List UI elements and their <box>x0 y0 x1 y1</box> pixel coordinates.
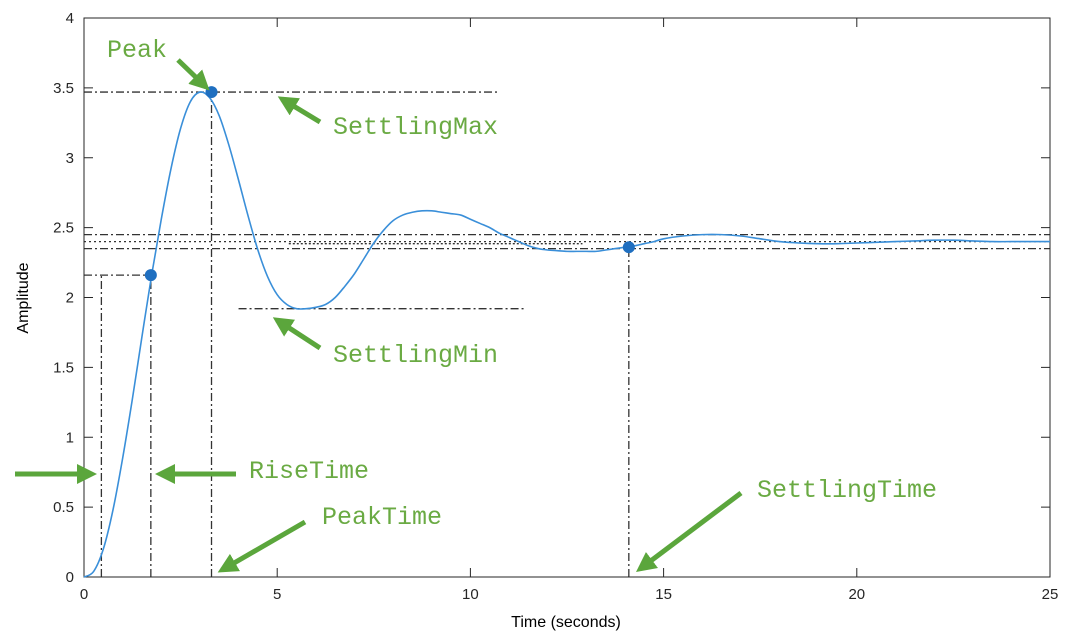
rise-time-annotation: RiseTime <box>249 457 369 486</box>
peak-time-annotation: PeakTime <box>322 503 442 532</box>
settling-min-annotation: SettlingMin <box>333 341 498 370</box>
y-tick-label: 0 <box>66 569 74 586</box>
settling-time-arrow <box>636 491 743 573</box>
x-tick-label: 20 <box>848 586 865 603</box>
annotation-arrows <box>15 58 743 573</box>
x-axis-label: Time (seconds) <box>511 614 621 631</box>
axis-ticks: 0 5 10 15 20 25 0 0.5 1 1.5 2 2.5 3 3.5 4 <box>53 10 1058 603</box>
x-tick-label: 0 <box>80 586 88 603</box>
settling-time-annotation: SettlingTime <box>757 476 937 505</box>
x-tick-label: 5 <box>273 586 281 603</box>
annotation-text: Peak SettlingMax SettlingMin RiseTime Pe… <box>107 36 937 532</box>
x-tick-label: 15 <box>655 586 672 603</box>
series-line-0 <box>83 91 1050 578</box>
peak-annotation: Peak <box>107 36 167 65</box>
y-tick-label: 1 <box>66 429 74 446</box>
y-tick-label: 2 <box>66 290 74 307</box>
peak-arrow <box>176 58 210 91</box>
y-tick-label: 0.5 <box>53 499 74 516</box>
y-tick-label: 4 <box>66 10 74 27</box>
x-tick-label: 10 <box>462 586 479 603</box>
settling-max-annotation: SettlingMax <box>333 113 498 142</box>
marker-settling <box>622 241 635 254</box>
settling-max-arrow <box>277 96 322 125</box>
peak-time-arrow <box>217 519 307 573</box>
marker-peak <box>205 86 218 99</box>
series-layer <box>83 91 1050 578</box>
y-tick-label: 1.5 <box>53 359 74 376</box>
y-tick-label: 2.5 <box>53 220 74 237</box>
x-tick-label: 25 <box>1042 586 1059 603</box>
marker-rise-end <box>144 269 157 282</box>
y-tick-label: 3 <box>66 150 74 167</box>
y-tick-label: 3.5 <box>53 80 74 97</box>
settling-min-arrow <box>272 317 322 351</box>
y-axis-label: Amplitude <box>15 262 32 333</box>
